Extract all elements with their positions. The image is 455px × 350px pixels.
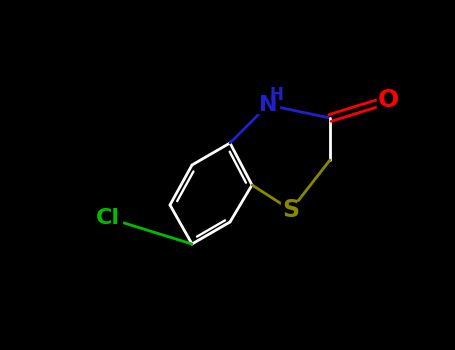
Text: N: N	[259, 95, 277, 115]
Bar	[281, 202, 301, 218]
Text: O: O	[377, 88, 399, 112]
Text: H: H	[269, 86, 283, 104]
Bar	[94, 210, 122, 226]
Bar	[257, 97, 279, 113]
Text: Cl: Cl	[96, 208, 120, 228]
Bar	[377, 91, 399, 109]
Text: S: S	[283, 198, 299, 222]
